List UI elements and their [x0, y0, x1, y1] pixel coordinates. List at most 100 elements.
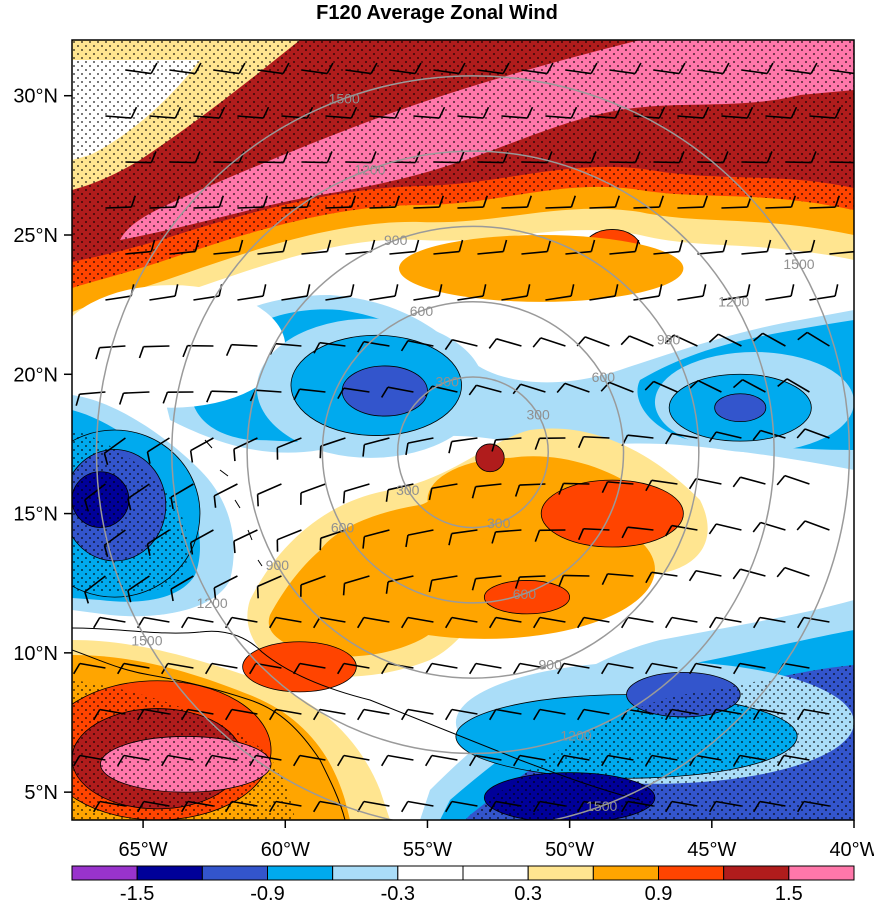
- wind-barb-90: [325, 284, 355, 301]
- wind-barb-50: [829, 161, 854, 164]
- wind-barb-45: [609, 151, 641, 164]
- wind-barb-12: [653, 62, 686, 75]
- wind-barb-159: [342, 483, 370, 504]
- wind-barb-245: [401, 708, 434, 721]
- wind-barb-198: [558, 574, 590, 587]
- wind-barb-26: [501, 106, 534, 119]
- wind-barb-6: [389, 62, 422, 75]
- wind-barb-4: [301, 62, 334, 75]
- wind-barb-249: [577, 708, 610, 721]
- field-cell-9: [714, 393, 767, 423]
- wind-barb-53: [193, 195, 225, 209]
- wind-barb-93: [457, 284, 487, 301]
- wind-barb-27: [545, 106, 578, 119]
- wind-barb-23: [369, 106, 402, 119]
- wind-barb-222: [117, 662, 150, 675]
- wind-barb-212: [445, 616, 478, 629]
- field-cell-17: [540, 479, 684, 548]
- lon-tick-label: 40°W: [829, 839, 874, 861]
- wind-barb-105: [225, 343, 258, 357]
- wind-barb-35: [169, 151, 201, 164]
- wind-barb-8: [477, 62, 510, 75]
- wind-barb-67: [809, 195, 841, 209]
- wind-barb-244: [357, 708, 390, 721]
- wind-barb-5: [345, 62, 378, 75]
- wind-barb-219: [753, 616, 786, 629]
- wind-barb-242: [269, 708, 302, 721]
- wind-barb-278: [357, 800, 390, 813]
- wind-barb-225: [249, 662, 282, 675]
- wind-barb-167: [688, 477, 722, 490]
- wind-barb-20: [237, 106, 270, 119]
- wind-barb-76: [477, 239, 508, 255]
- wind-barb-180: [534, 529, 566, 542]
- wind-barb-273: [137, 800, 170, 813]
- wind-barb-64: [677, 195, 709, 209]
- wind-barb-169: [776, 474, 810, 486]
- wind-barb-10: [565, 62, 598, 75]
- wind-barb-58: [413, 195, 445, 209]
- wind-barb-17: [105, 106, 138, 119]
- wind-barb-200: [645, 571, 678, 584]
- wind-barb-199: [601, 573, 634, 586]
- range-ring-1500: [95, 75, 851, 820]
- wind-barb-252: [709, 708, 742, 721]
- wind-barb-118: [797, 331, 830, 347]
- wind-barb-272: [93, 800, 126, 813]
- wind-barb-185: [752, 521, 786, 533]
- wind-barb-177: [405, 529, 434, 548]
- wind-barb-3: [257, 62, 290, 75]
- wind-barb-89: [281, 284, 311, 301]
- coastline-venezuela: [72, 649, 346, 820]
- field-cell-0: [72, 285, 286, 408]
- range-ring-300: [396, 376, 549, 529]
- wind-barb-183: [665, 524, 698, 537]
- wind-barb-173: [233, 529, 258, 554]
- wind-barb-34: [125, 151, 157, 164]
- wind-barb-236: [733, 662, 766, 675]
- wind-barb-241: [225, 708, 258, 721]
- wind-barb-247: [489, 708, 522, 721]
- wind-barb-285: [665, 800, 698, 813]
- wind-barb-86: [149, 284, 179, 301]
- wind-barb-254: [797, 708, 830, 721]
- range-ring-label-900: 900: [657, 331, 681, 347]
- wind-barb-218: [709, 616, 742, 629]
- wind-barb-29: [633, 106, 666, 119]
- range-ring-label-1200: 1200: [354, 161, 385, 177]
- wind-barb-190: [213, 575, 238, 600]
- wind-barb-270: [733, 754, 766, 767]
- range-ring-label-600: 600: [592, 369, 616, 385]
- colorbar: -1.5 -0.9 -0.3 0.3 0.9 1.5: [71, 865, 855, 900]
- wind-barb-259: [249, 754, 282, 767]
- wind-barb-112: [532, 337, 566, 348]
- wind-barb-150: [708, 431, 742, 443]
- range-ring-label-300: 300: [487, 515, 511, 531]
- wind-barb-193: [342, 575, 370, 596]
- wind-barb-217: [665, 616, 698, 629]
- colorbar-swatch-8: [592, 865, 659, 881]
- wind-barb-139: [233, 437, 258, 462]
- wind-barb-261: [337, 754, 370, 767]
- wind-barb-130: [556, 382, 590, 394]
- range-ring-label-600: 600: [410, 303, 434, 319]
- wind-barb-204: [93, 616, 126, 629]
- wind-barb-32: [765, 106, 798, 119]
- colorbar-swatch-2: [201, 865, 268, 881]
- wind-barb-152: [796, 428, 830, 439]
- range-ring-label-1500: 1500: [586, 798, 617, 814]
- wind-barb-263: [425, 754, 458, 767]
- wind-barb-98: [677, 284, 707, 301]
- lon-tick-label: 45°W: [687, 839, 736, 861]
- wind-barb-141: [319, 437, 346, 459]
- lat-tick-label: 10°N: [13, 643, 58, 665]
- colorbar-swatch-4: [332, 865, 399, 881]
- wind-barb-168: [732, 476, 766, 488]
- wind-barb-246: [445, 708, 478, 721]
- colorbar-swatch-3: [267, 865, 334, 881]
- wind-barb-251: [665, 708, 698, 721]
- colorbar-swatch-10: [723, 865, 790, 881]
- wind-barb-260: [293, 754, 326, 767]
- lat-tick-label: 5°N: [24, 782, 58, 804]
- wind-barb-102: [95, 345, 126, 360]
